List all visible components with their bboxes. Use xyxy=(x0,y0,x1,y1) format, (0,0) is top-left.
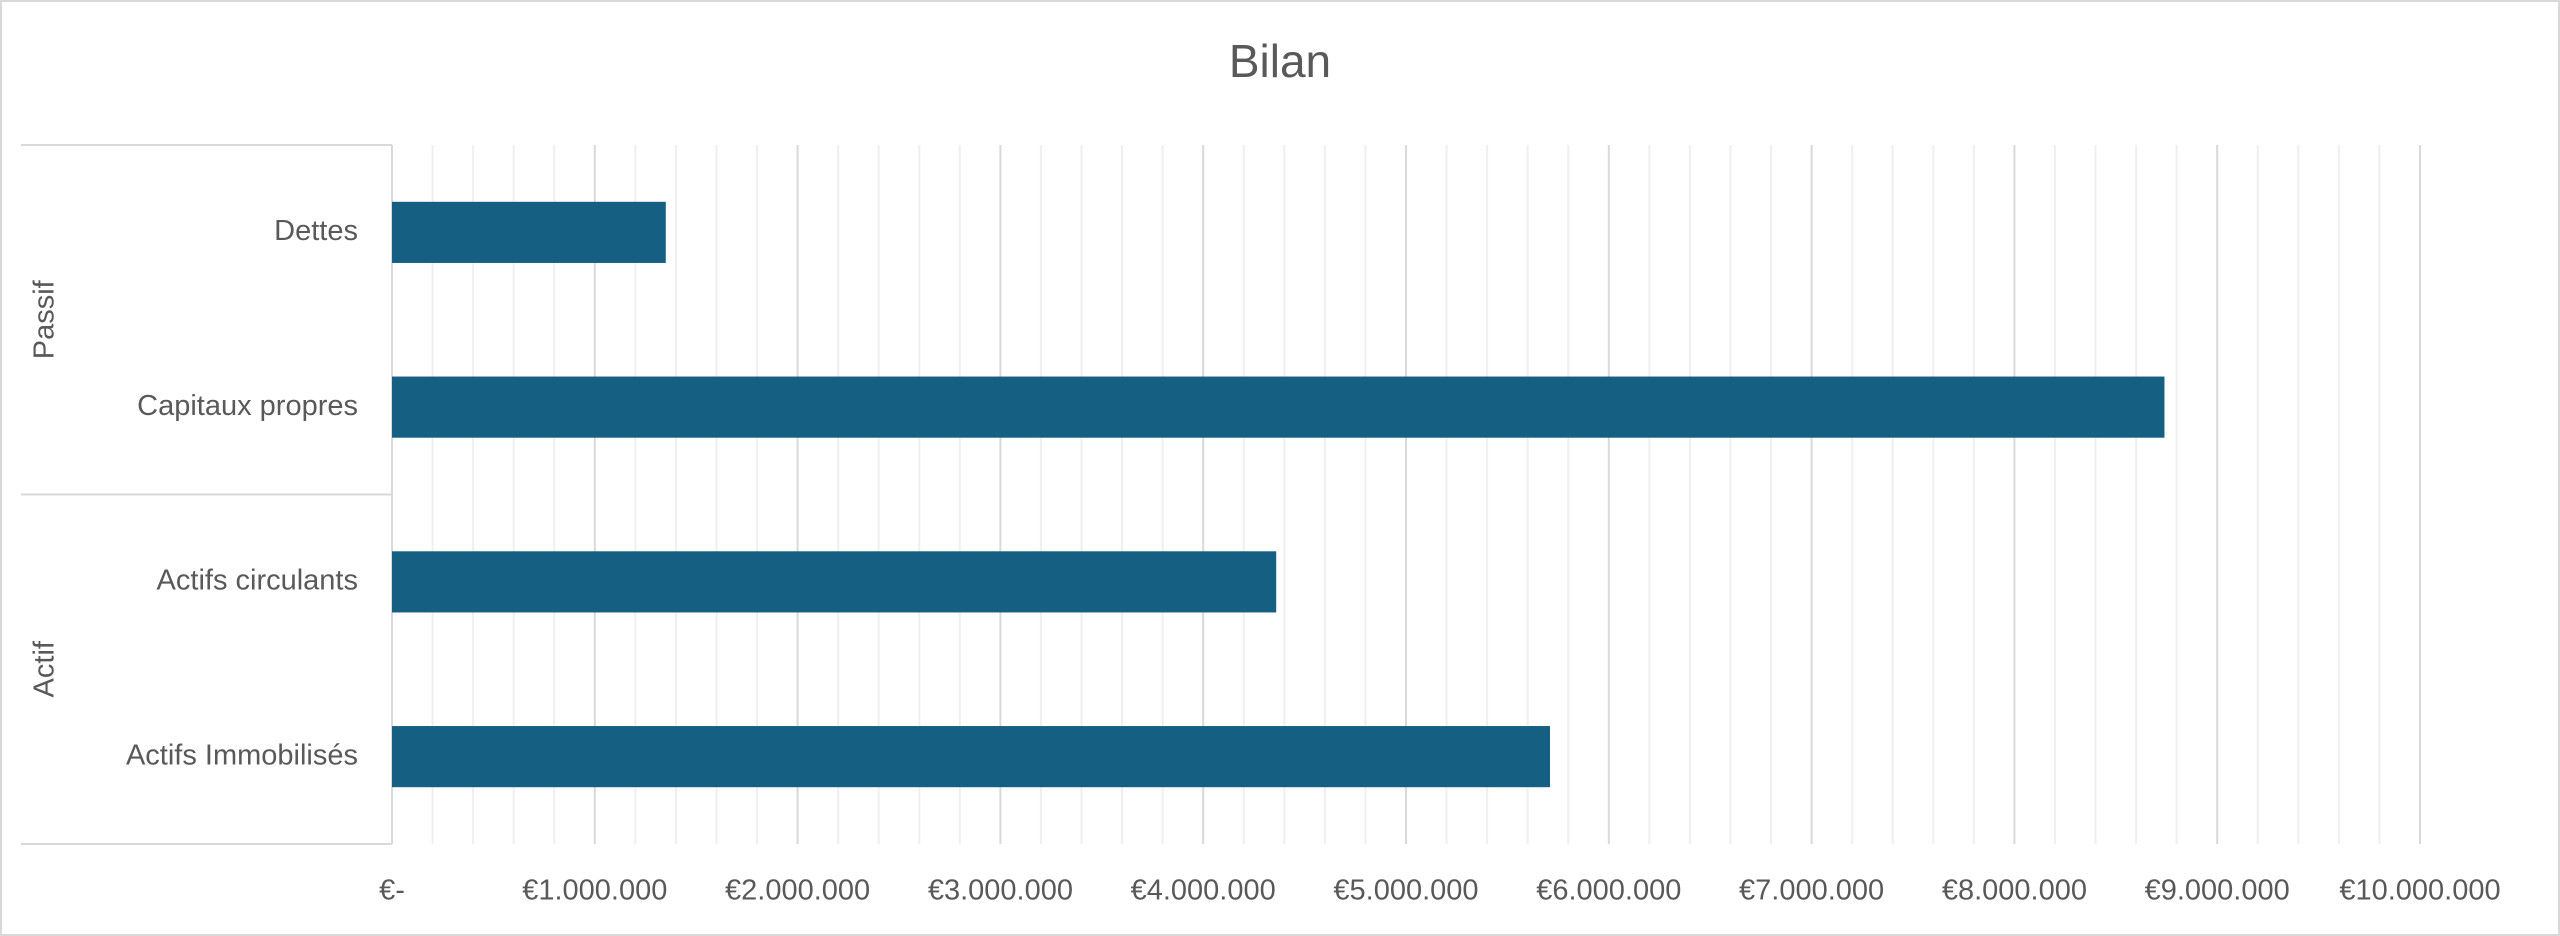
bar xyxy=(392,551,1277,613)
x-tick-label: €9.000.000 xyxy=(2145,875,2290,907)
category-label: Dettes xyxy=(274,215,358,247)
x-tick-label: €- xyxy=(379,875,405,907)
category-label: Actifs Immobilisés xyxy=(126,739,358,771)
x-tick-label: €2.000.000 xyxy=(725,875,870,907)
x-tick-label: €6.000.000 xyxy=(1536,875,1681,907)
x-tick-label: €8.000.000 xyxy=(1942,875,2087,907)
x-tick-label: €5.000.000 xyxy=(1333,875,1478,907)
chart-title: Bilan xyxy=(1229,35,1331,87)
group-label: Actif xyxy=(29,640,61,697)
bar xyxy=(392,376,2165,438)
x-tick-label: €7.000.000 xyxy=(1739,875,1884,907)
bar xyxy=(392,726,1550,788)
category-label: Capitaux propres xyxy=(137,390,358,422)
x-tick-label: €10.000.000 xyxy=(2339,875,2500,907)
x-tick-label: €3.000.000 xyxy=(928,875,1073,907)
bar xyxy=(392,201,666,263)
category-label: Actifs circulants xyxy=(157,565,358,597)
group-label: Passif xyxy=(29,279,61,359)
x-tick-label: €4.000.000 xyxy=(1131,875,1276,907)
x-tick-label: €1.000.000 xyxy=(522,875,667,907)
